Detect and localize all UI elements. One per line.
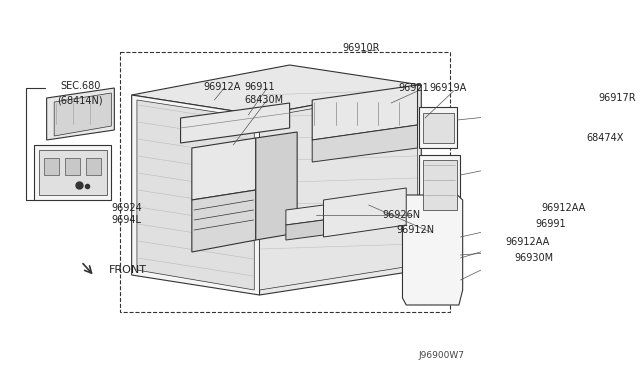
Polygon shape (419, 155, 460, 215)
Polygon shape (419, 107, 458, 148)
Polygon shape (54, 93, 111, 136)
Text: 96919A: 96919A (429, 83, 467, 93)
Polygon shape (260, 85, 421, 295)
Text: 96917R: 96917R (599, 93, 636, 103)
Polygon shape (312, 125, 417, 162)
Polygon shape (137, 100, 254, 290)
Polygon shape (323, 188, 406, 237)
Polygon shape (39, 150, 107, 195)
Polygon shape (312, 85, 417, 140)
Text: 96912A: 96912A (204, 82, 241, 92)
Polygon shape (132, 65, 421, 115)
Text: 96911: 96911 (244, 82, 275, 92)
Text: 96991: 96991 (536, 219, 566, 229)
Text: 9694L: 9694L (111, 215, 141, 225)
Text: 96926N: 96926N (382, 210, 420, 220)
Text: SEC.680: SEC.680 (60, 81, 100, 91)
Polygon shape (192, 138, 256, 200)
Polygon shape (47, 88, 115, 140)
Polygon shape (403, 195, 463, 305)
Polygon shape (180, 103, 290, 143)
Text: 96930M: 96930M (515, 253, 554, 263)
Polygon shape (86, 158, 101, 175)
Text: 96912AA: 96912AA (541, 203, 586, 213)
Text: FRONT: FRONT (109, 265, 147, 275)
Polygon shape (34, 145, 111, 200)
Polygon shape (423, 160, 457, 210)
Polygon shape (65, 158, 80, 175)
Polygon shape (44, 158, 59, 175)
Polygon shape (286, 220, 323, 240)
Polygon shape (419, 272, 460, 288)
Polygon shape (256, 132, 297, 240)
Text: 96910R: 96910R (342, 43, 380, 53)
Text: (68414N): (68414N) (57, 95, 103, 105)
Polygon shape (260, 90, 417, 290)
Text: 96924: 96924 (111, 203, 142, 213)
Polygon shape (286, 205, 323, 225)
Text: 96921: 96921 (399, 83, 429, 93)
Text: 96912N: 96912N (396, 225, 435, 235)
Text: J96900W7: J96900W7 (419, 351, 465, 360)
Polygon shape (419, 250, 460, 267)
Polygon shape (419, 228, 460, 245)
Text: 68430M: 68430M (244, 95, 284, 105)
Text: 96912AA: 96912AA (506, 237, 550, 247)
Polygon shape (132, 95, 260, 295)
Text: 68474X: 68474X (587, 133, 624, 143)
Polygon shape (423, 113, 454, 143)
Polygon shape (192, 190, 256, 252)
